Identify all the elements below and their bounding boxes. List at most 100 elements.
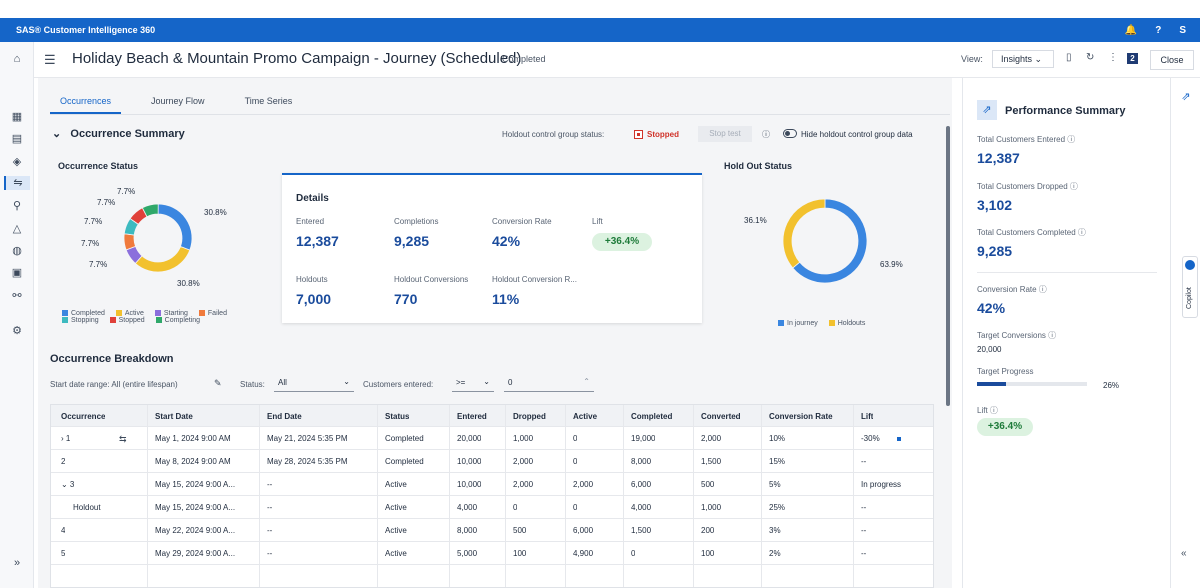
main-scrollbar[interactable] [946, 126, 950, 406]
status-select-value: All [278, 378, 287, 387]
journey-icon[interactable]: ⇋ [4, 176, 30, 190]
col-end-date[interactable]: End Date [267, 412, 302, 421]
col-divider [853, 405, 854, 587]
info-icon[interactable]: ⓘ [762, 130, 770, 139]
journey-status: Completed [502, 54, 546, 64]
insights-chart-icon[interactable]: ⇗ [1181, 91, 1191, 103]
panel-count-badge[interactable]: 2 [1127, 53, 1138, 64]
document-icon[interactable]: ▯ [1066, 52, 1072, 63]
table-cell: 1,500 [701, 457, 722, 466]
col-completed[interactable]: Completed [631, 412, 673, 421]
slice-holdouts [782, 198, 826, 269]
tab-journey-flow[interactable]: Journey Flow [151, 96, 205, 106]
holdout-status-legend: In journey Holdouts [778, 320, 874, 327]
bell-icon[interactable]: 🔔 [1124, 24, 1138, 36]
operator-select[interactable]: >= ⌄ [452, 376, 494, 392]
table-row[interactable]: 4 May 22, 2024 9:00 A... -- Active 8,000 500 6… [51, 519, 933, 542]
table-row[interactable]: › 1 May 1, 2024 9:00 AM May 21, 2024 5:35 … [51, 427, 933, 450]
table-cell: -- [861, 503, 867, 512]
status-select[interactable]: All ⌄ [274, 376, 354, 392]
table-row[interactable]: 5 May 29, 2024 9:00 A... -- Active 5,000 100 4… [51, 542, 933, 565]
table-cell: Active [385, 503, 407, 512]
copilot-tab[interactable]: Copilot [1182, 256, 1198, 318]
table-cell: 6,000 [631, 480, 652, 489]
globe-icon[interactable]: ◍ [12, 245, 22, 257]
tab-time-series[interactable]: Time Series [244, 96, 293, 106]
view-select[interactable]: Insights ⌄ [992, 50, 1054, 68]
chevron-up-icon[interactable]: ⌃ [583, 377, 590, 386]
col-divider [565, 405, 566, 587]
col-active[interactable]: Active [573, 412, 598, 421]
close-button[interactable]: Close [1150, 50, 1194, 70]
gear-icon[interactable]: ⚙ [12, 325, 22, 337]
col-occurrence[interactable]: Occurrence [61, 412, 106, 421]
holdout-conversions-value: 770 [394, 291, 418, 307]
home-icon[interactable]: ⌂ [13, 53, 21, 65]
table-cell: 15% [769, 457, 786, 466]
table-cell: 4,900 [573, 549, 594, 558]
table-cell: May 22, 2024 9:00 A... [155, 526, 236, 535]
campaign-icon[interactable]: ◈ [12, 156, 22, 168]
refresh-icon[interactable]: ↻ [1086, 52, 1095, 63]
donut-label-completed: 30.8% [204, 208, 227, 217]
edit-pencil-icon[interactable]: ✎ [214, 378, 222, 388]
table-cell: 500 [513, 526, 527, 535]
flow-icon[interactable]: ⚯ [12, 290, 22, 302]
col-lift[interactable]: Lift [861, 412, 874, 421]
hide-holdout-toggle[interactable] [783, 129, 797, 138]
more-options-icon[interactable]: ⋮ [1108, 52, 1118, 63]
completions-label: Completions [394, 217, 439, 226]
slice-active [134, 246, 191, 273]
customers-entered-input[interactable]: 0 ⌃ [504, 376, 594, 392]
hide-holdout-label: Hide holdout control group data [801, 130, 913, 139]
lift-pill: +36.4% [592, 233, 652, 251]
table-cell: 0 [631, 549, 636, 558]
col-divider [377, 405, 378, 587]
app-name: SAS® Customer Intelligence 360 [16, 25, 156, 35]
table-cell: 1,500 [631, 526, 652, 535]
table-cell: 19,000 [631, 434, 656, 443]
journey-flow-icon[interactable]: ⇆ [119, 434, 127, 444]
expand-icon[interactable]: » [13, 557, 21, 569]
col-start-date[interactable]: Start Date [155, 412, 193, 421]
segment-icon[interactable]: ⚲ [12, 200, 22, 212]
calendar-icon[interactable]: ▣ [11, 267, 23, 279]
col-divider [761, 405, 762, 587]
view-label: View: [961, 54, 983, 64]
table-cell: 6,000 [573, 526, 594, 535]
occurrence-summary-heading[interactable]: ⌄ Occurrence Summary [52, 127, 185, 140]
table-cell: 100 [701, 549, 715, 558]
col-conversion-rate[interactable]: Conversion Rate [769, 412, 833, 421]
table-cell: 0 [573, 457, 578, 466]
table-cell: 10% [769, 434, 786, 443]
col-entered[interactable]: Entered [457, 412, 487, 421]
collapse-icon[interactable]: « [1181, 548, 1187, 559]
col-status[interactable]: Status [385, 412, 410, 421]
grid-icon[interactable]: ▦ [11, 111, 23, 123]
legend-item: Holdouts [828, 320, 865, 327]
legend-item: Stopping [62, 317, 99, 324]
target-progress-bar [977, 382, 1087, 386]
table-cell: May 21, 2024 5:35 PM [267, 434, 348, 443]
details-card: Details Entered 12,387 Completions 9,285… [282, 173, 702, 323]
details-title: Details [296, 193, 329, 204]
table-row[interactable]: Holdout May 15, 2024 9:00 A... -- Active 4,0… [51, 496, 933, 519]
stop-test-button[interactable]: Stop test [698, 126, 752, 142]
list-menu-icon[interactable]: ☰ [44, 52, 56, 67]
chevron-down-icon[interactable]: ⌄ [52, 128, 62, 140]
table-cell: -- [267, 480, 273, 489]
table-cell: 10,000 [457, 480, 482, 489]
content-icon[interactable]: ▤ [11, 133, 23, 145]
occurrence-status-title: Occurrence Status [58, 161, 139, 171]
help-icon[interactable]: ? [1155, 24, 1162, 36]
user-avatar[interactable]: S [1179, 24, 1186, 36]
copilot-icon [1185, 260, 1195, 270]
slice-completing [141, 203, 159, 218]
col-dropped[interactable]: Dropped [513, 412, 546, 421]
chart-icon: ⇗ [977, 100, 997, 120]
table-row[interactable]: ⌄ 3 May 15, 2024 9:00 A... -- Active 10,000 2… [51, 473, 933, 496]
shapes-icon[interactable]: △ [12, 223, 22, 235]
col-converted[interactable]: Converted [701, 412, 741, 421]
table-row[interactable]: 2 May 8, 2024 9:00 AM May 28, 2024 5:35 PM… [51, 450, 933, 473]
tab-occurrences[interactable]: Occurrences [50, 92, 122, 114]
